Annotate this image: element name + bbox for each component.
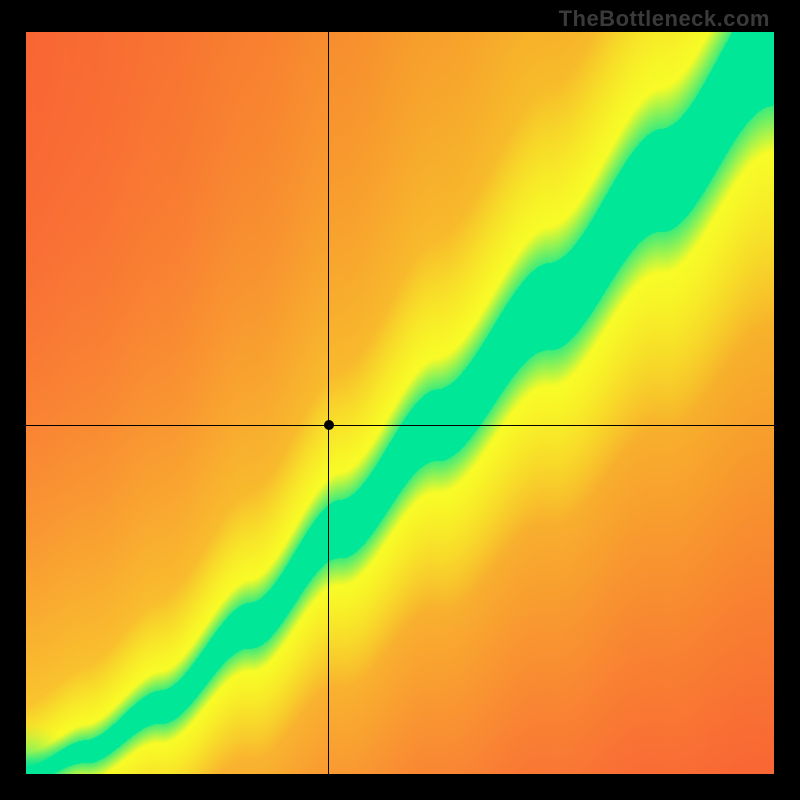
crosshair-vertical	[328, 32, 329, 774]
watermark-text: TheBottleneck.com	[559, 6, 770, 32]
bottleneck-heatmap	[26, 32, 774, 774]
crosshair-horizontal	[26, 425, 774, 426]
plot-area	[26, 32, 774, 774]
